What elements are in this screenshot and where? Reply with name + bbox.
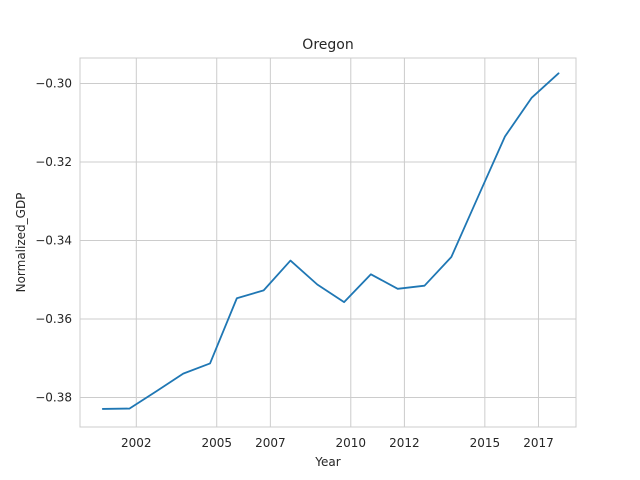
series-line: [101, 72, 560, 410]
x-tick-label: 2007: [255, 436, 286, 450]
plot-frame: [79, 57, 577, 428]
x-tick-label: 2017: [523, 436, 554, 450]
x-axis-label: Year: [314, 455, 340, 469]
y-tick-label: −0.34: [35, 234, 72, 248]
x-gridlines: [135, 58, 539, 427]
plot-area: [80, 58, 576, 427]
series-layer: [101, 72, 560, 410]
x-tick-labels: 2002 2005 2007 2010 2012 2015 2017: [121, 436, 554, 450]
y-tick-label: −0.30: [35, 77, 72, 91]
y-tick-label: −0.32: [35, 155, 72, 169]
y-tick-labels: −0.30 −0.32 −0.34 −0.36 −0.38: [35, 77, 72, 405]
x-tick-label: 2002: [121, 436, 152, 450]
x-tick-label: 2015: [470, 436, 501, 450]
y-tick-label: −0.38: [35, 391, 72, 405]
x-tick-label: 2010: [336, 436, 367, 450]
y-tick-label: −0.36: [35, 312, 72, 326]
y-axis-label: Normalized_GDP: [14, 193, 28, 293]
x-tick-label: 2012: [389, 436, 420, 450]
x-tick-label: 2005: [201, 436, 232, 450]
chart-title: Oregon: [302, 37, 353, 53]
